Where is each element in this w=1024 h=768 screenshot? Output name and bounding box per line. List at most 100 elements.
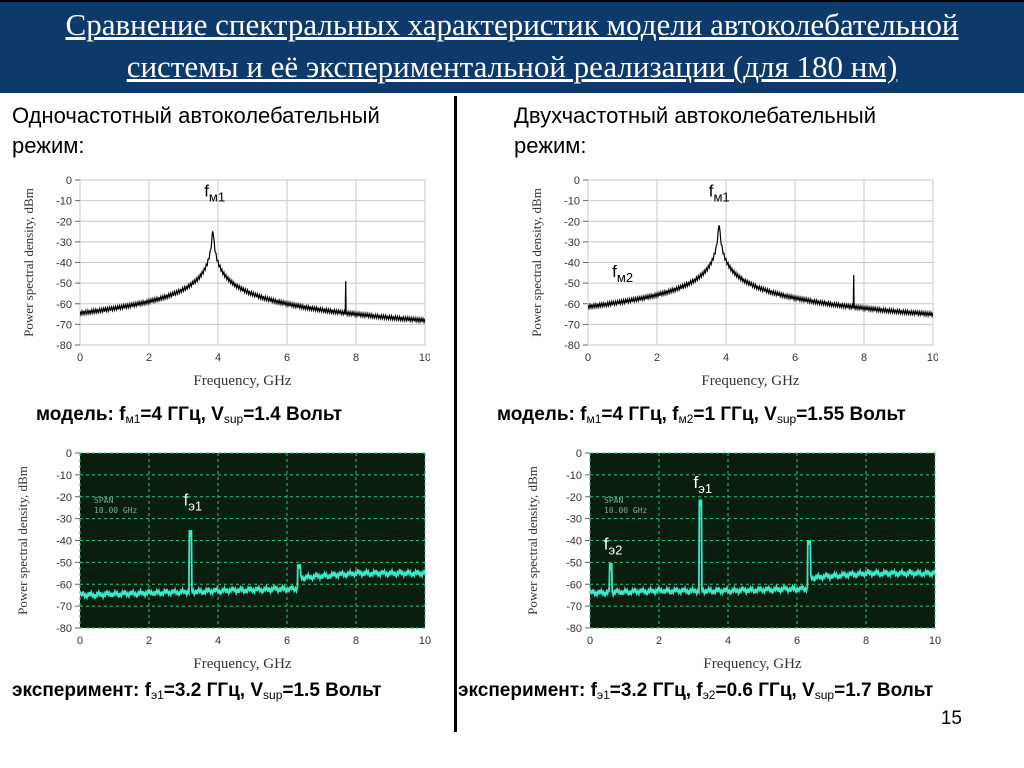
left-model-caption: модель: fм1=4 ГГц, Vsup=1.4 Вольт: [36, 404, 342, 426]
left-heading: Одночастотный автоколебательный режим:: [12, 101, 380, 161]
x-tick-label: 4: [215, 635, 221, 647]
screen-text: SPAN: [604, 496, 623, 505]
model-dual-chart: 0 2 4 6 8 10 0 -10 -20 -30 -40 -50 -60 -70 -80 Frequenc…: [528, 170, 938, 395]
left-heading-line1: Одночастотный автоколебательный: [12, 103, 380, 128]
caption-text: =0.6 ГГц, V: [715, 680, 815, 701]
chart-svg: 0 2 4 6 8 10 0 -10 -20 -30 -40 -50 -60 -70 -80 Frequenc…: [529, 175, 938, 389]
caption-sub: sup: [814, 688, 835, 702]
y-tick-label: -40: [564, 258, 580, 270]
caption-text: =1.7 Вольт: [834, 680, 934, 701]
peak-annotation-sub: э2: [609, 542, 623, 557]
y-tick-label: -40: [56, 536, 72, 548]
chart-svg: 0 2 4 6 8 10 0 -10 -20 -30 -40 -50 -60 -70 -80 Frequenc…: [525, 448, 941, 672]
caption-text: эксперимент: f: [458, 680, 597, 701]
y-tick-label: -60: [564, 299, 580, 311]
chart-svg: 0 2 4 6 8 10 0 -10 -20 -30 -40 -50 -60 -70 -80 Frequenc…: [15, 448, 431, 672]
x-tick-label: 10: [927, 352, 938, 364]
caption-sub: э1: [150, 688, 164, 702]
y-tick-label: -20: [564, 216, 580, 228]
y-tick-label: -50: [56, 278, 72, 290]
y-tick-label: -40: [566, 536, 582, 548]
right-heading-line1: Двухчастотный автоколебательный: [514, 103, 877, 128]
y-tick-label: -30: [56, 514, 72, 526]
model-single-chart: 0 2 4 6 8 10 0 -10 -20 -30 -40 -50 -60 -70 -80 Frequenc…: [20, 170, 430, 395]
y-tick-label: -20: [566, 492, 582, 504]
y-tick-label: -40: [56, 258, 72, 270]
y-tick-label: -50: [564, 278, 580, 290]
y-tick-label: -70: [564, 319, 580, 331]
peak-annotation-sub: э1: [188, 499, 202, 514]
caption-text: модель: f: [36, 404, 126, 425]
caption-sub: м1: [125, 412, 141, 426]
screen-text: 10.00 GHz: [94, 506, 138, 515]
caption-sub: э2: [702, 688, 716, 702]
title-bar: Сравнение спектральных характеристик мод…: [0, 0, 1024, 95]
y-tick-label: -60: [56, 299, 72, 311]
y-tick-label: 0: [66, 448, 72, 460]
x-tick-label: 10: [419, 635, 431, 647]
y-tick-label: -50: [56, 557, 72, 569]
screen-text: 10.00 GHz: [604, 506, 648, 515]
screen-text: SPAN: [94, 496, 113, 505]
x-tick-label: 4: [723, 352, 729, 364]
y-tick-label: -10: [56, 196, 72, 208]
left-heading-line2: режим:: [12, 133, 85, 158]
slide-title-line1: Сравнение спектральных характеристик мод…: [65, 7, 959, 42]
x-tick-label: 8: [353, 352, 359, 364]
left-exp-caption: эксперимент: fэ1=3.2 ГГц, Vsup=1.5 Вольт: [12, 680, 381, 702]
caption-text: =1 ГГц, V: [693, 404, 777, 425]
x-tick-label: 2: [654, 352, 660, 364]
chart-svg: 0 2 4 6 8 10 0 -10 -20 -30 -40 -50 -60 -70 -80 Frequenc…: [21, 175, 430, 389]
plot-area: [590, 453, 935, 628]
y-tick-label: -30: [566, 514, 582, 526]
y-axis-label: Power spectral density, dBm: [21, 188, 36, 337]
x-tick-label: 2: [656, 635, 662, 647]
x-tick-label: 6: [794, 635, 800, 647]
page-number: 15: [940, 708, 962, 729]
caption-sub: sup: [223, 412, 244, 426]
x-tick-label: 4: [725, 635, 731, 647]
y-tick-label: -10: [56, 470, 72, 482]
x-tick-label: 0: [77, 352, 83, 364]
series-line: [590, 499, 935, 599]
x-tick-label: 10: [929, 635, 941, 647]
y-axis-label: Power spectral density, dBm: [529, 188, 544, 337]
y-tick-label: -60: [566, 579, 582, 591]
peak-annotation-sub: м1: [713, 190, 729, 205]
right-heading-line2: режим:: [514, 133, 587, 158]
peak-annotation-sub: э1: [698, 481, 712, 496]
caption-sub: sup: [263, 688, 283, 702]
y-tick-label: -70: [56, 319, 72, 331]
y-tick-label: 0: [576, 448, 582, 460]
x-tick-label: 0: [587, 635, 593, 647]
y-tick-label: -80: [56, 623, 72, 635]
caption-sub: м2: [678, 412, 694, 426]
slide-title-line2: системы и её экспериментальной реализаци…: [126, 49, 898, 84]
x-axis-label: Frequency, GHz: [193, 373, 292, 389]
caption-text: =1.55 Вольт: [796, 404, 906, 425]
x-tick-label: 0: [585, 352, 591, 364]
series-line: [80, 231, 425, 325]
y-axis-label: Power spectral density, dBm: [525, 466, 540, 615]
y-tick-label: -50: [566, 557, 582, 569]
x-axis-label: Frequency, GHz: [193, 656, 292, 672]
y-tick-label: 0: [574, 175, 580, 187]
series-line: [588, 225, 933, 319]
x-tick-label: 2: [146, 635, 152, 647]
x-tick-label: 6: [284, 352, 290, 364]
caption-text: =3.2 ГГц, f: [609, 680, 703, 701]
x-tick-label: 6: [284, 635, 290, 647]
right-heading: Двухчастотный автоколебательный режим:: [514, 101, 876, 161]
slide-title: Сравнение спектральных характеристик мод…: [0, 4, 1024, 88]
caption-text: модель: f: [497, 404, 587, 425]
exp-single-chart: 0 2 4 6 8 10 0 -10 -20 -30 -40 -50 -60 -70 -80 Frequenc…: [14, 447, 434, 672]
x-axis-label: Frequency, GHz: [701, 373, 800, 389]
column-divider: [454, 96, 457, 732]
caption-text: =4 ГГц, V: [140, 404, 224, 425]
peak-annotation-sub: м1: [209, 190, 225, 205]
y-tick-label: -80: [56, 340, 72, 352]
series-line: [80, 529, 425, 601]
right-model-caption: модель: fм1=4 ГГц, fм2=1 ГГц, Vsup=1.55 …: [497, 404, 906, 426]
y-tick-label: -20: [56, 216, 72, 228]
x-tick-label: 8: [353, 635, 359, 647]
